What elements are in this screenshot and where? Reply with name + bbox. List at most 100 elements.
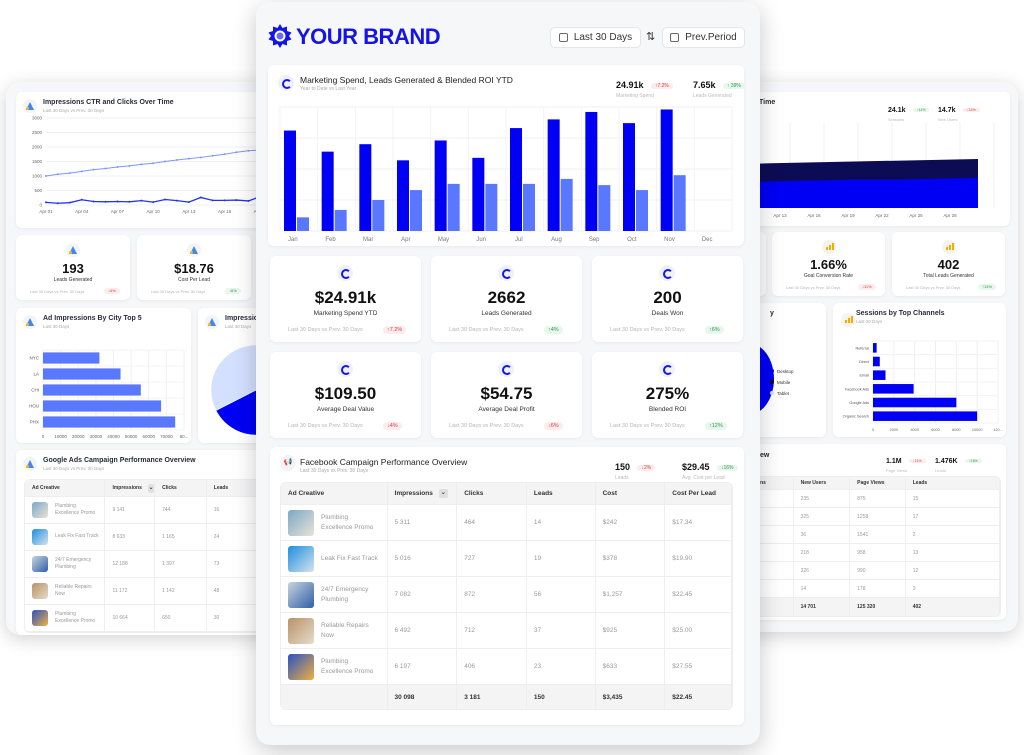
cell-value: $22.45 xyxy=(672,591,693,598)
data-point xyxy=(247,149,250,152)
x-tick-label: 10000 xyxy=(54,434,67,439)
table-cell: 464 xyxy=(457,505,527,540)
table-cell: 650 xyxy=(155,605,207,631)
table-cell: 712 xyxy=(457,613,527,648)
x-tick-label: 50000 xyxy=(125,434,138,439)
table-cell: 56 xyxy=(527,577,596,612)
column-header[interactable]: Impressions ⌄ xyxy=(388,483,458,504)
cell-value: Reliable Repairs Now xyxy=(321,622,369,639)
column-header[interactable]: Leads xyxy=(207,480,306,496)
column-header[interactable]: Leads xyxy=(906,477,1000,489)
table-row[interactable]: 413615412 xyxy=(737,526,1000,544)
line-series-impressions xyxy=(45,145,296,177)
x-tick-label: 0 xyxy=(42,434,45,439)
column-header[interactable]: New Users xyxy=(794,477,851,489)
table-cell: 12 188 xyxy=(105,551,156,577)
table-cell: Plumbing Excellence Promo xyxy=(25,605,106,631)
kpi-card: 200 Deals Won Last 30 Days vs Prev. 30 D… xyxy=(592,256,743,342)
data-point xyxy=(140,199,143,202)
date-range-button[interactable]: Last 30 Days xyxy=(550,27,641,48)
bar-jan-spend xyxy=(284,130,296,231)
column-header[interactable]: Impressions ⌄ xyxy=(105,480,156,496)
table-row[interactable]: 24/7 Emergency Plumbing 7 082 872 56 $1,257 $… xyxy=(281,577,732,613)
column-header[interactable]: Ad Creative xyxy=(281,483,388,504)
data-point xyxy=(80,170,83,173)
table-row[interactable]: 36141783 xyxy=(737,580,1000,598)
ad-creative-thumbnail xyxy=(32,610,48,626)
change-badge: ↓2% xyxy=(637,465,656,471)
cell-value: 23 xyxy=(533,663,542,670)
table-row[interactable]: Plumbing Excellence Promo 9 141 744 16 xyxy=(25,497,306,524)
change-badge: ↓11% xyxy=(858,284,876,290)
table-title: Facebook Campaign Performance Overview xyxy=(300,457,468,467)
column-header[interactable]: Page Views xyxy=(850,477,906,489)
column-header[interactable]: Leads xyxy=(527,483,596,504)
cell-value: 73 xyxy=(213,561,220,567)
column-header[interactable]: Cost xyxy=(596,483,666,504)
data-point xyxy=(56,173,59,176)
y-tick-label: 2000 xyxy=(32,145,43,150)
cell-value: 650 xyxy=(162,615,171,621)
table-row[interactable]: 98223587515 xyxy=(737,490,1000,508)
gear-burst-icon xyxy=(268,24,292,48)
facebook-campaign-table: Ad Creative Impressions ⌄ Clicks Leads Cost Co… xyxy=(280,482,733,710)
x-tick-label: 10000 xyxy=(972,428,983,432)
ad-creative-thumbnail xyxy=(32,529,48,545)
impressions-line-chart: 0 500 1000 1500 2000 2500 3000 Apr 01 Apr 04 Apr … xyxy=(32,116,296,214)
table-cell: Leak Fix Fast Track xyxy=(25,524,106,550)
x-tick-label: 2000 xyxy=(890,428,898,432)
table-row[interactable]: 24621895813 xyxy=(737,544,1000,562)
table-row[interactable]: Leak Fix Fast Track 5 016 727 19 $378 $19.90 xyxy=(281,541,732,577)
data-point xyxy=(164,160,167,163)
data-point xyxy=(152,201,155,204)
x-tick-label: Nov xyxy=(664,237,675,243)
total-value: $22.45 xyxy=(672,693,693,701)
sort-chevron-icon[interactable]: ⌄ xyxy=(438,489,448,498)
column-header[interactable]: Clicks xyxy=(457,483,527,504)
cell-value: 9 141 xyxy=(112,507,125,513)
total-value: 3 181 xyxy=(464,693,481,701)
legend-label: Desktop xyxy=(777,369,794,374)
column-header[interactable]: Ad Creative xyxy=(25,480,106,496)
table-row[interactable]: 45832699012 xyxy=(737,562,1000,580)
data-point xyxy=(164,198,167,201)
table-row[interactable]: 24/7 Emergency Plumbing 12 188 1 397 73 xyxy=(25,551,306,578)
table-row[interactable]: Plumbing Excellence Promo 10 664 650 30 xyxy=(25,605,306,632)
column-header[interactable]: Clicks xyxy=(155,480,207,496)
legend-swatch xyxy=(770,380,774,384)
table-row[interactable]: Reliable Repairs Now 11 172 1 142 48 xyxy=(25,578,306,605)
table-row[interactable]: Reliable Repairs Now 6 492 712 37 $925 $25.00 xyxy=(281,613,732,649)
column-header[interactable]: Cost Per Lead xyxy=(665,483,732,504)
cell-value: 19 xyxy=(533,555,542,562)
swap-arrows-icon[interactable]: ⇅ xyxy=(646,31,656,43)
cell-value: 1 165 xyxy=(162,534,175,540)
chart-subtitle: Year to Date vs Last Year xyxy=(300,86,357,92)
data-point xyxy=(175,159,178,162)
table-cell: 990 xyxy=(850,562,906,579)
compare-period-button[interactable]: Prev.Period xyxy=(662,27,745,48)
cell-value: 872 xyxy=(464,591,476,598)
table-row[interactable]: 521325125817 xyxy=(737,508,1000,526)
total-cell: 150 xyxy=(527,685,596,709)
x-tick-label: 70000 xyxy=(160,434,173,439)
sort-chevron-icon[interactable]: ⌄ xyxy=(147,483,155,493)
data-point xyxy=(199,196,202,199)
legend-item: Tablet xyxy=(770,391,789,396)
table-row[interactable]: Plumbing Excellence Promo 5 311 464 14 $242 $… xyxy=(281,505,732,541)
city-bar-chart-card: Ad Impressions By City Top 5 Last 30 Day… xyxy=(16,308,191,443)
data-point xyxy=(56,202,59,205)
table-subtitle: Last 30 Days vs Prev. 30 Days xyxy=(300,468,368,474)
bar-hou xyxy=(43,400,162,412)
kpi-label: Marketing Spend YTD xyxy=(313,310,378,317)
x-tick-label: 80... xyxy=(180,434,189,439)
kpi-compare: Last 30 Days vs Prev. 30 Days xyxy=(610,423,685,429)
data-point xyxy=(104,167,107,170)
x-tick-label: 0 xyxy=(872,428,874,432)
table-row[interactable]: Leak Fix Fast Track 8 633 1 165 24 xyxy=(25,524,306,551)
x-tick-label: Apr 13 xyxy=(773,213,787,218)
table-row[interactable]: Plumbing Excellence Promo 6 197 406 23 $633 $… xyxy=(281,649,732,685)
stat-value: 7.65k xyxy=(693,80,716,90)
